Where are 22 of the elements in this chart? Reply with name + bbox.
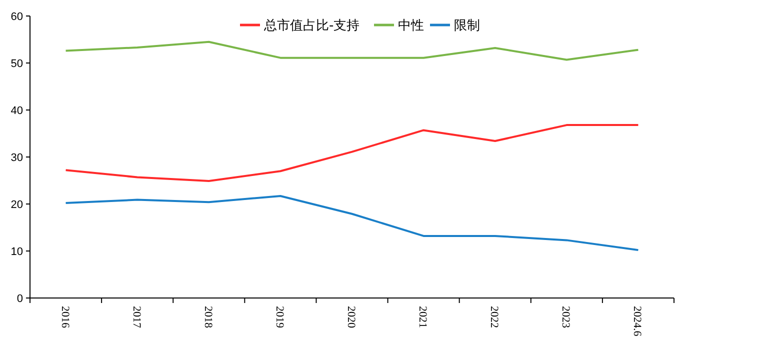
line-series xyxy=(64,124,640,182)
y-tick-label: 40 xyxy=(10,105,23,117)
legend-label: 限制 xyxy=(454,18,480,34)
x-tick-label: 2020 xyxy=(345,306,357,328)
x-tick-label: 2023 xyxy=(560,306,572,328)
x-tick-label: 2019 xyxy=(273,306,286,328)
y-tick-label: 20 xyxy=(10,199,23,211)
y-tick-label: 30 xyxy=(10,152,23,164)
x-tick-label: 2022 xyxy=(488,306,500,328)
line-series xyxy=(64,40,640,61)
x-tick-label: 2017 xyxy=(130,306,142,328)
legend-label: 中性 xyxy=(398,18,424,34)
x-tick-label: 2016 xyxy=(58,306,71,328)
legend-label: 总市值占比-支持 xyxy=(263,18,360,34)
y-tick-label: 10 xyxy=(10,246,23,258)
y-tick-label: 50 xyxy=(10,58,23,70)
x-tick-label: 2018 xyxy=(202,306,214,328)
line-series xyxy=(64,195,640,252)
x-tick-label: 2021 xyxy=(416,306,429,328)
x-tick-label: 2024.6 xyxy=(631,306,644,337)
y-tick-label: 0 xyxy=(16,293,23,305)
y-tick-label: 60 xyxy=(10,11,23,23)
